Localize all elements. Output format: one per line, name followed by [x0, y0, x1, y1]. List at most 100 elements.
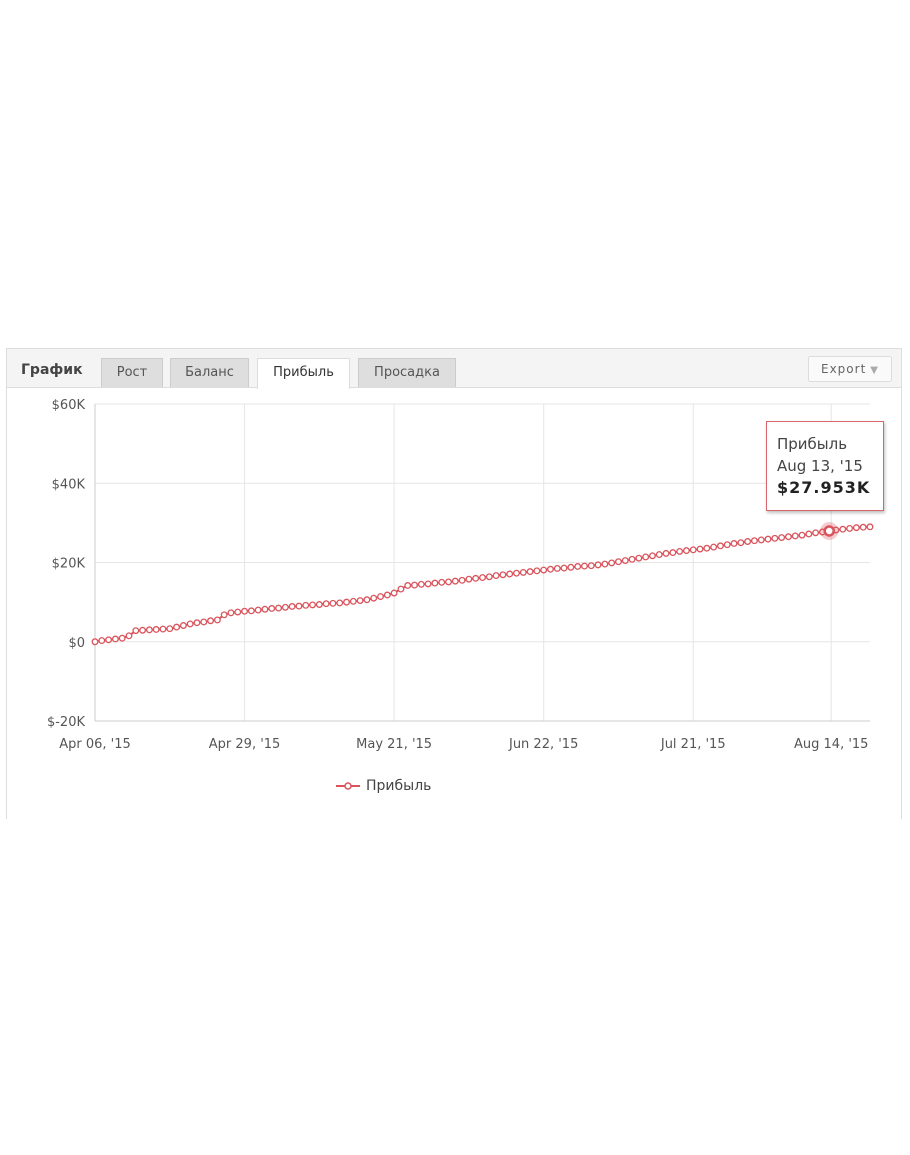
profit-point	[689, 546, 697, 554]
tab-growth[interactable]: Рост	[101, 358, 163, 387]
profit-point	[322, 600, 330, 608]
tab-profit[interactable]: Прибыль	[257, 358, 350, 389]
profit-point	[302, 601, 310, 609]
profit-point	[173, 623, 181, 631]
profit-point	[628, 555, 636, 563]
profit-point	[139, 626, 147, 634]
profit-point	[383, 591, 391, 599]
profit-point	[492, 572, 500, 580]
profit-point	[343, 598, 350, 606]
y-tick-label: $-20K	[47, 715, 86, 730]
x-tick-label: Apr 06, '15	[59, 737, 131, 752]
profit-point	[676, 547, 684, 555]
profit-point	[750, 537, 758, 545]
x-tick-label: Aug 14, '15	[794, 737, 868, 752]
profit-point	[179, 622, 187, 629]
profit-point	[519, 568, 527, 576]
profit-point	[866, 523, 874, 531]
profit-point	[125, 632, 133, 640]
profit-point	[472, 574, 480, 582]
profit-point	[506, 570, 514, 578]
legend-line-marker-icon	[336, 782, 360, 790]
tab-drawdown[interactable]: Просадка	[358, 358, 456, 387]
tab-balance[interactable]: Баланс	[170, 358, 249, 387]
profit-point	[370, 594, 378, 602]
profit-point	[363, 596, 371, 604]
profit-point	[98, 637, 106, 645]
profit-point	[152, 626, 160, 633]
profit-point	[159, 625, 167, 633]
profit-point	[798, 531, 806, 539]
profit-point	[642, 553, 650, 561]
tooltip-value: $27.953K	[777, 478, 871, 497]
profit-point	[696, 545, 704, 553]
profit-point	[744, 538, 752, 545]
profit-point	[771, 534, 779, 542]
hover-point	[823, 525, 835, 537]
profit-point	[839, 525, 847, 533]
profit-point	[852, 524, 860, 532]
profit-point	[553, 564, 561, 572]
x-tick-label: Apr 29, '15	[209, 737, 281, 752]
profit-point	[186, 620, 194, 628]
profit-point	[105, 636, 113, 644]
profit-point	[805, 530, 813, 538]
profit-point	[200, 618, 208, 626]
profit-point	[309, 601, 316, 609]
profit-point	[220, 611, 228, 619]
profit-point	[615, 558, 622, 566]
profit-point	[662, 549, 670, 557]
profit-point	[404, 582, 412, 589]
profit-point	[213, 616, 221, 624]
profit-point	[315, 601, 323, 608]
profit-point	[295, 602, 303, 610]
export-button[interactable]: Export ▼	[808, 356, 892, 382]
profit-point	[431, 579, 439, 587]
profit-point	[655, 551, 663, 559]
legend-item-profit[interactable]: Прибыль	[336, 778, 431, 794]
profit-point	[574, 563, 582, 570]
profit-point	[540, 566, 548, 574]
profit-point	[513, 569, 520, 577]
tooltip-date: Aug 13, '15	[777, 457, 863, 475]
profit-point	[526, 568, 534, 576]
profit-point	[778, 534, 786, 541]
profit-point	[581, 562, 588, 570]
profit-point	[608, 559, 616, 567]
profit-point	[132, 627, 140, 635]
profit-point	[635, 554, 643, 562]
profit-point	[730, 540, 738, 547]
profit-point	[479, 574, 486, 582]
profit-point	[451, 577, 459, 585]
profit-point	[411, 581, 418, 589]
profit-point	[737, 539, 745, 547]
profit-point	[336, 599, 344, 607]
profit-point	[254, 606, 262, 614]
profit-point	[784, 533, 792, 541]
profit-point	[859, 523, 867, 531]
profit-point	[397, 585, 405, 593]
chart-tooltip: Прибыль Aug 13, '15 $27.953K	[766, 421, 884, 511]
y-tick-label: $60K	[52, 398, 86, 413]
profit-point	[241, 607, 249, 615]
panel-title: График	[21, 362, 83, 378]
profit-point	[417, 580, 425, 588]
profit-point	[281, 603, 289, 611]
export-label: Export	[821, 362, 867, 376]
profit-point	[594, 561, 602, 569]
profit-point	[547, 565, 554, 573]
profit-point	[791, 532, 799, 540]
profit-point	[193, 619, 201, 627]
profit-point	[438, 578, 446, 586]
profit-point	[275, 604, 283, 612]
profit-point	[458, 576, 466, 584]
profit-point	[356, 597, 364, 604]
profit-point	[390, 589, 398, 597]
profit-point	[533, 567, 541, 575]
profit-point	[349, 597, 357, 605]
x-tick-label: Jun 22, '15	[508, 737, 578, 752]
profit-point	[424, 580, 432, 588]
profit-point	[812, 529, 820, 537]
profit-point	[111, 635, 119, 643]
